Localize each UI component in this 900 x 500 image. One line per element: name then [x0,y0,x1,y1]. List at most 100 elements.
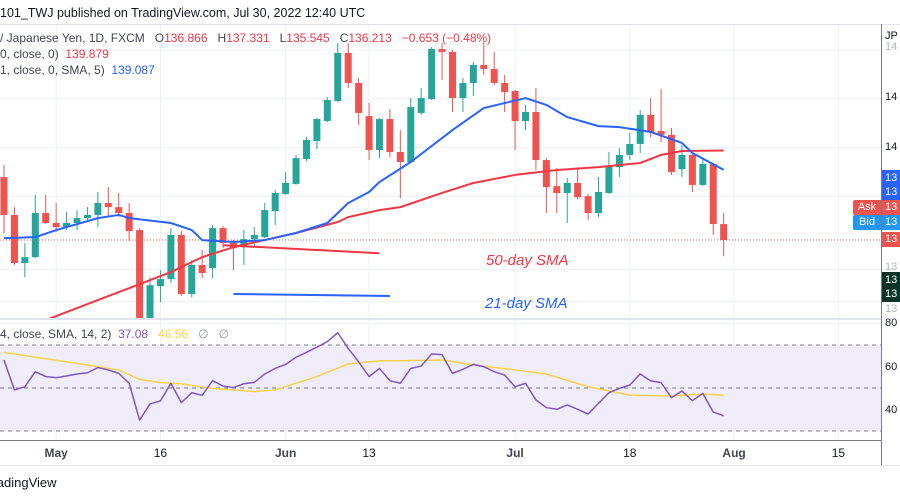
candle-body [480,64,488,70]
symbol-legend[interactable]: / Japanese Yen, 1D, FXCM O136.866 H137.3… [0,31,491,45]
candle [21,243,29,278]
candle [83,207,91,221]
candle [115,192,123,218]
sma21-annotation[interactable]: 21-day SMA [485,295,568,312]
candle-body [459,82,467,99]
pane-divider[interactable] [0,318,881,320]
candle [136,228,144,318]
candle-body [104,202,112,208]
candle [584,193,592,221]
time-tick-label: 18 [623,446,637,460]
candle-body [177,234,185,294]
time-tick-label: 15 [831,446,846,460]
candle-body [595,192,603,213]
candle [219,226,227,249]
rsi-pane [0,331,881,432]
candle-body [501,82,509,92]
candle [0,164,8,233]
candle [94,192,102,228]
price-axis[interactable]: JP 14 14 14 13 13 13 13 13 13 13 13 13 8… [881,24,900,465]
candle [522,104,529,131]
close-label: C [339,31,349,45]
rsi-legend[interactable]: 4, close, SMA, 14, 2) 37.08 46.56 ∅ ∅ [0,327,229,341]
high-value: 137.331 [226,31,270,45]
candle [302,137,310,162]
candle-body [428,49,436,100]
candle-body [563,182,571,193]
candle [553,168,561,213]
candle-body [678,154,686,170]
candle-body [198,264,206,274]
candle [31,194,39,259]
candle [678,144,686,178]
price-label-text: 13 [885,201,898,213]
candle [428,47,436,101]
candle [365,102,373,161]
candle-body [657,131,665,135]
candle-body [407,107,415,162]
symbol-name: / Japanese Yen, 1D, FXCM [0,31,145,45]
bid-tag: Bid [853,215,881,230]
candle-body [261,210,269,238]
candle [323,97,331,122]
sma50-value: 139.879 [65,47,109,61]
price-label-text: 13 [885,186,898,198]
candle-body [219,228,227,244]
candle-body [63,222,71,228]
candle-body [156,279,164,287]
footer-divider [0,465,900,466]
sma21-legend[interactable]: 1, close, 0, SMA, 5) 139.087 [0,63,155,77]
open-value: 136.866 [164,31,208,45]
candle [490,51,498,85]
rsi-params: 4, close, SMA, 14, 2) [0,327,112,341]
candle-body [282,182,290,194]
rsi-sma-value: 46.56 [158,327,189,341]
candle-body [42,212,50,223]
publish-info: 101_TWJ published on TradingView.com, Ju… [0,6,366,20]
candle-body [355,82,363,113]
candle [261,202,269,239]
candle [104,187,112,218]
time-tick-label: 13 [362,446,376,460]
sma50-legend[interactable]: 0, close, 0) 139.879 [0,47,109,61]
candle-body [323,100,331,122]
price-label-text: 13 [885,288,898,300]
candle-body [313,119,321,142]
candle [250,227,258,248]
sma21-annotation-line [233,292,390,297]
candle-body [188,264,196,294]
candle-body [532,111,540,161]
candle [438,42,446,81]
candle [615,148,623,178]
candle [448,49,456,112]
candle-body [626,143,634,155]
price-label-text: 13 [885,172,898,184]
rsi-null-1: ∅ [198,327,209,341]
candle [688,151,696,193]
candle [709,162,717,235]
candle-body [605,166,613,193]
header-divider [0,24,900,25]
candle-body [115,207,123,213]
candle [198,250,206,279]
rsi-tick: 40 [885,404,898,416]
candle-body [542,160,550,188]
candle [271,190,279,225]
bid-price-label: 13 [882,215,900,230]
candle-body [240,239,248,248]
candle-body [720,224,728,240]
price-label-text: 13 [885,216,898,228]
candle [605,151,613,194]
sma50-annotation[interactable]: 50-day SMA [486,252,569,269]
candle-body [292,158,300,184]
sma50-params: 0, close, 0) [0,47,59,61]
candle-body [73,218,81,223]
tradingview-brand[interactable]: TradingView [0,475,57,490]
candle [209,224,217,279]
sma21-price-label: 13 13 [882,170,900,200]
candle [469,61,477,97]
candle [313,118,321,150]
candle [52,202,60,233]
candle [334,42,342,102]
